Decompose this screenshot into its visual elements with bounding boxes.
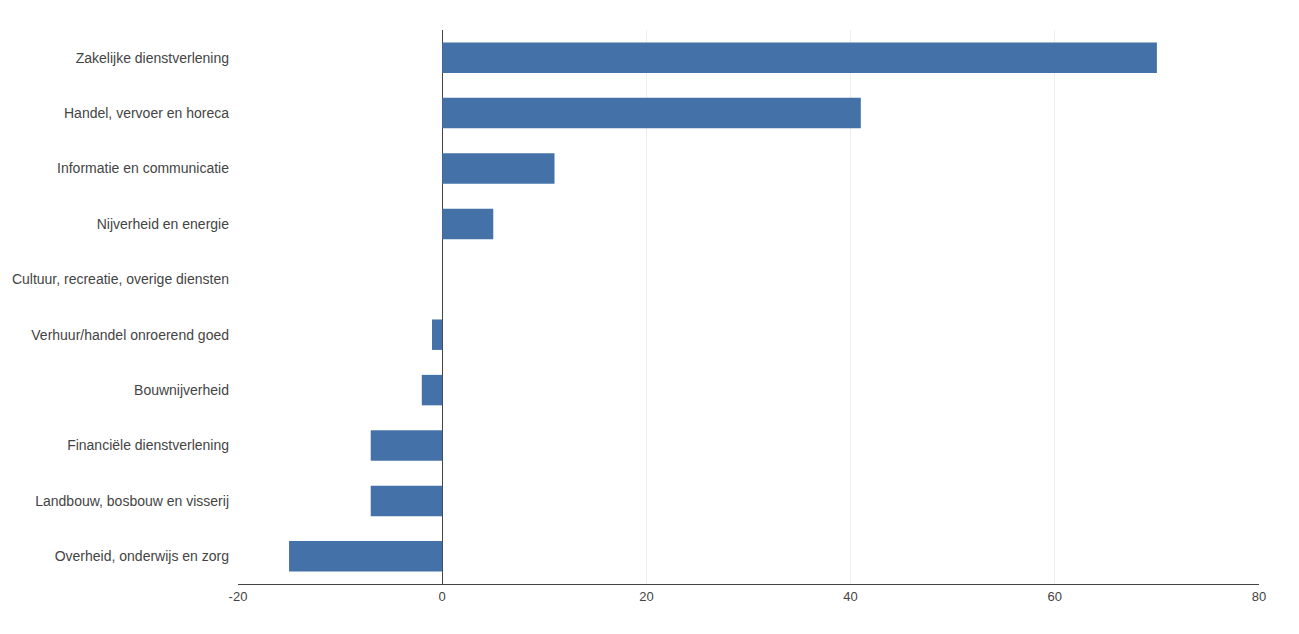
- svg-text:Verhuur/handel onroerend goed: Verhuur/handel onroerend goed: [31, 327, 229, 343]
- svg-text:Handel, vervoer en horeca: Handel, vervoer en horeca: [64, 105, 229, 121]
- svg-text:Cultuur, recreatie, overige di: Cultuur, recreatie, overige diensten: [12, 271, 229, 287]
- svg-text:20: 20: [639, 589, 653, 604]
- svg-text:Bouwnijverheid: Bouwnijverheid: [134, 382, 229, 398]
- svg-text:0: 0: [439, 589, 446, 604]
- svg-text:40: 40: [843, 589, 857, 604]
- svg-text:Financiële dienstverlening: Financiële dienstverlening: [67, 437, 229, 453]
- svg-text:Zakelijke dienstverlening: Zakelijke dienstverlening: [76, 50, 229, 66]
- svg-text:Landbouw, bosbouw en visserij: Landbouw, bosbouw en visserij: [35, 493, 229, 509]
- svg-text:80: 80: [1252, 589, 1266, 604]
- svg-text:Nijverheid en energie: Nijverheid en energie: [97, 216, 230, 232]
- svg-text:-20: -20: [229, 589, 248, 604]
- svg-text:60: 60: [1048, 589, 1062, 604]
- svg-text:Overheid, onderwijs en zorg: Overheid, onderwijs en zorg: [55, 548, 229, 564]
- svg-text:Informatie en communicatie: Informatie en communicatie: [57, 160, 229, 176]
